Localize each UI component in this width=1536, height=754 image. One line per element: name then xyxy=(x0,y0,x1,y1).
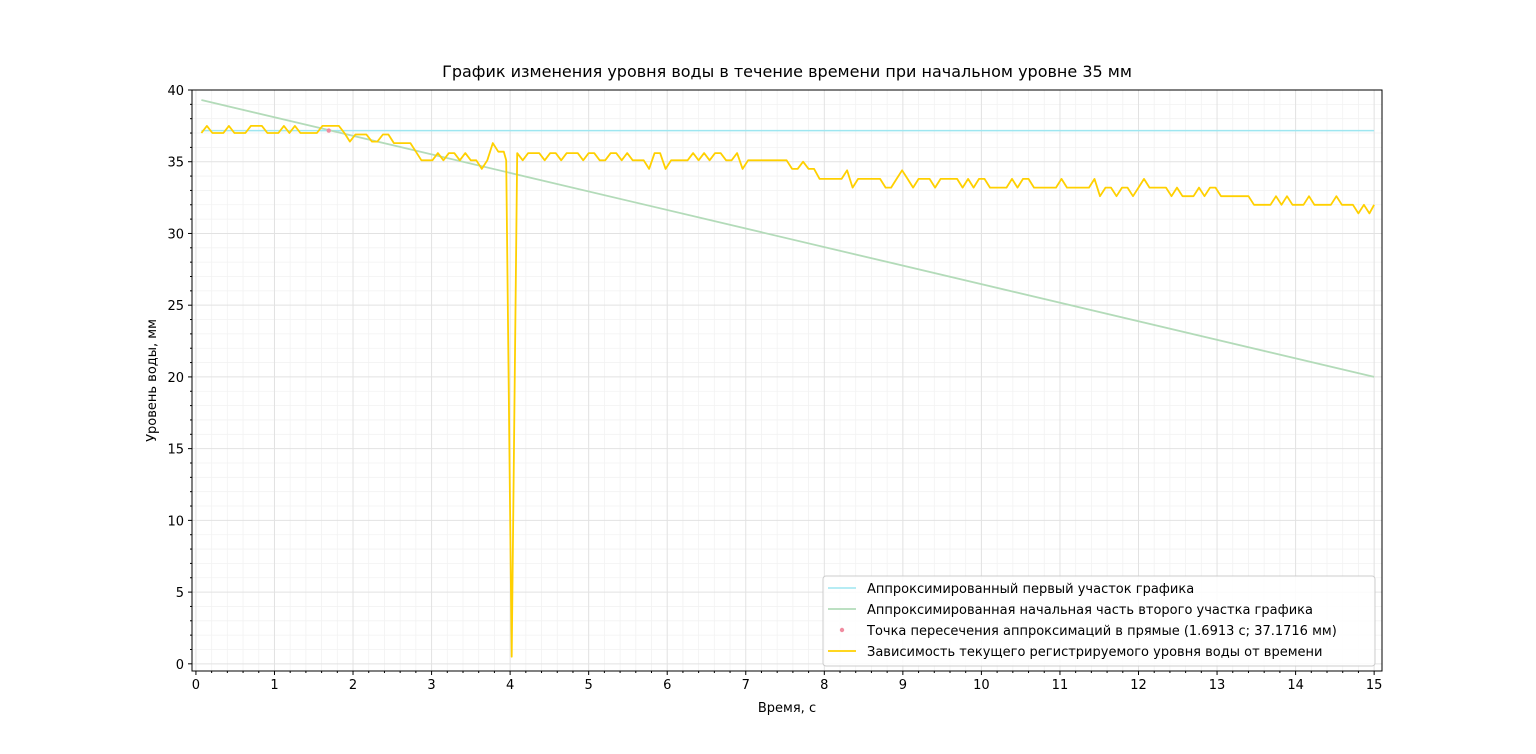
y-axis: 0 5 10 15 20 25 30 35 40 xyxy=(167,84,192,673)
x-tick-label: 11 xyxy=(1052,678,1069,693)
x-tick-label: 10 xyxy=(973,678,990,693)
x-tick-label: 15 xyxy=(1366,678,1383,693)
y-tick-label: 35 xyxy=(167,156,184,171)
legend-label: Аппроксимированная начальная часть второ… xyxy=(867,603,1313,618)
intersection-point xyxy=(326,128,331,133)
legend: Аппроксимированный первый участок график… xyxy=(822,575,1376,667)
y-tick-label: 15 xyxy=(167,443,184,458)
y-tick-label: 5 xyxy=(176,586,184,601)
series-line-2 xyxy=(201,99,1375,378)
y-tick-label: 20 xyxy=(167,371,184,386)
y-tick-label: 10 xyxy=(167,514,184,529)
legend-label: Аппроксимированный первый участок график… xyxy=(867,582,1194,597)
series-layer xyxy=(200,99,1375,658)
y-tick-label: 40 xyxy=(167,84,184,99)
y-tick-label: 25 xyxy=(167,299,184,314)
legend-label: Точка пересечения аппроксимаций в прямые… xyxy=(866,624,1337,639)
x-tick-label: 2 xyxy=(349,678,357,693)
x-tick-label: 13 xyxy=(1209,678,1226,693)
x-tick-label: 14 xyxy=(1287,678,1304,693)
x-tick-label: 0 xyxy=(192,678,200,693)
plot-frame xyxy=(191,89,1383,672)
series-line-4 xyxy=(200,125,1375,658)
legend-label: Зависимость текущего регистрируемого уро… xyxy=(867,645,1322,660)
y-tick-label: 0 xyxy=(176,658,184,673)
x-tick-label: 8 xyxy=(820,678,828,693)
y-axis-label: Уровень воды, мм xyxy=(145,319,160,442)
x-tick-label: 7 xyxy=(742,678,750,693)
legend-marker xyxy=(839,627,845,633)
x-axis-label: Время, с xyxy=(758,701,816,716)
x-axis: 0 1 2 3 4 5 6 7 8 9 10 11 12 13 14 15 xyxy=(192,671,1383,693)
x-tick-label: 6 xyxy=(663,678,671,693)
x-tick-label: 4 xyxy=(506,678,514,693)
x-tick-label: 9 xyxy=(899,678,907,693)
minor-grid xyxy=(192,90,1382,671)
legend-box xyxy=(822,575,1376,667)
chart-title: График изменения уровня воды в течение в… xyxy=(442,62,1132,81)
y-tick-label: 30 xyxy=(167,227,184,242)
x-tick-label: 1 xyxy=(270,678,278,693)
x-tick-label: 12 xyxy=(1130,678,1147,693)
x-tick-label: 5 xyxy=(585,678,593,693)
x-tick-label: 3 xyxy=(427,678,435,693)
